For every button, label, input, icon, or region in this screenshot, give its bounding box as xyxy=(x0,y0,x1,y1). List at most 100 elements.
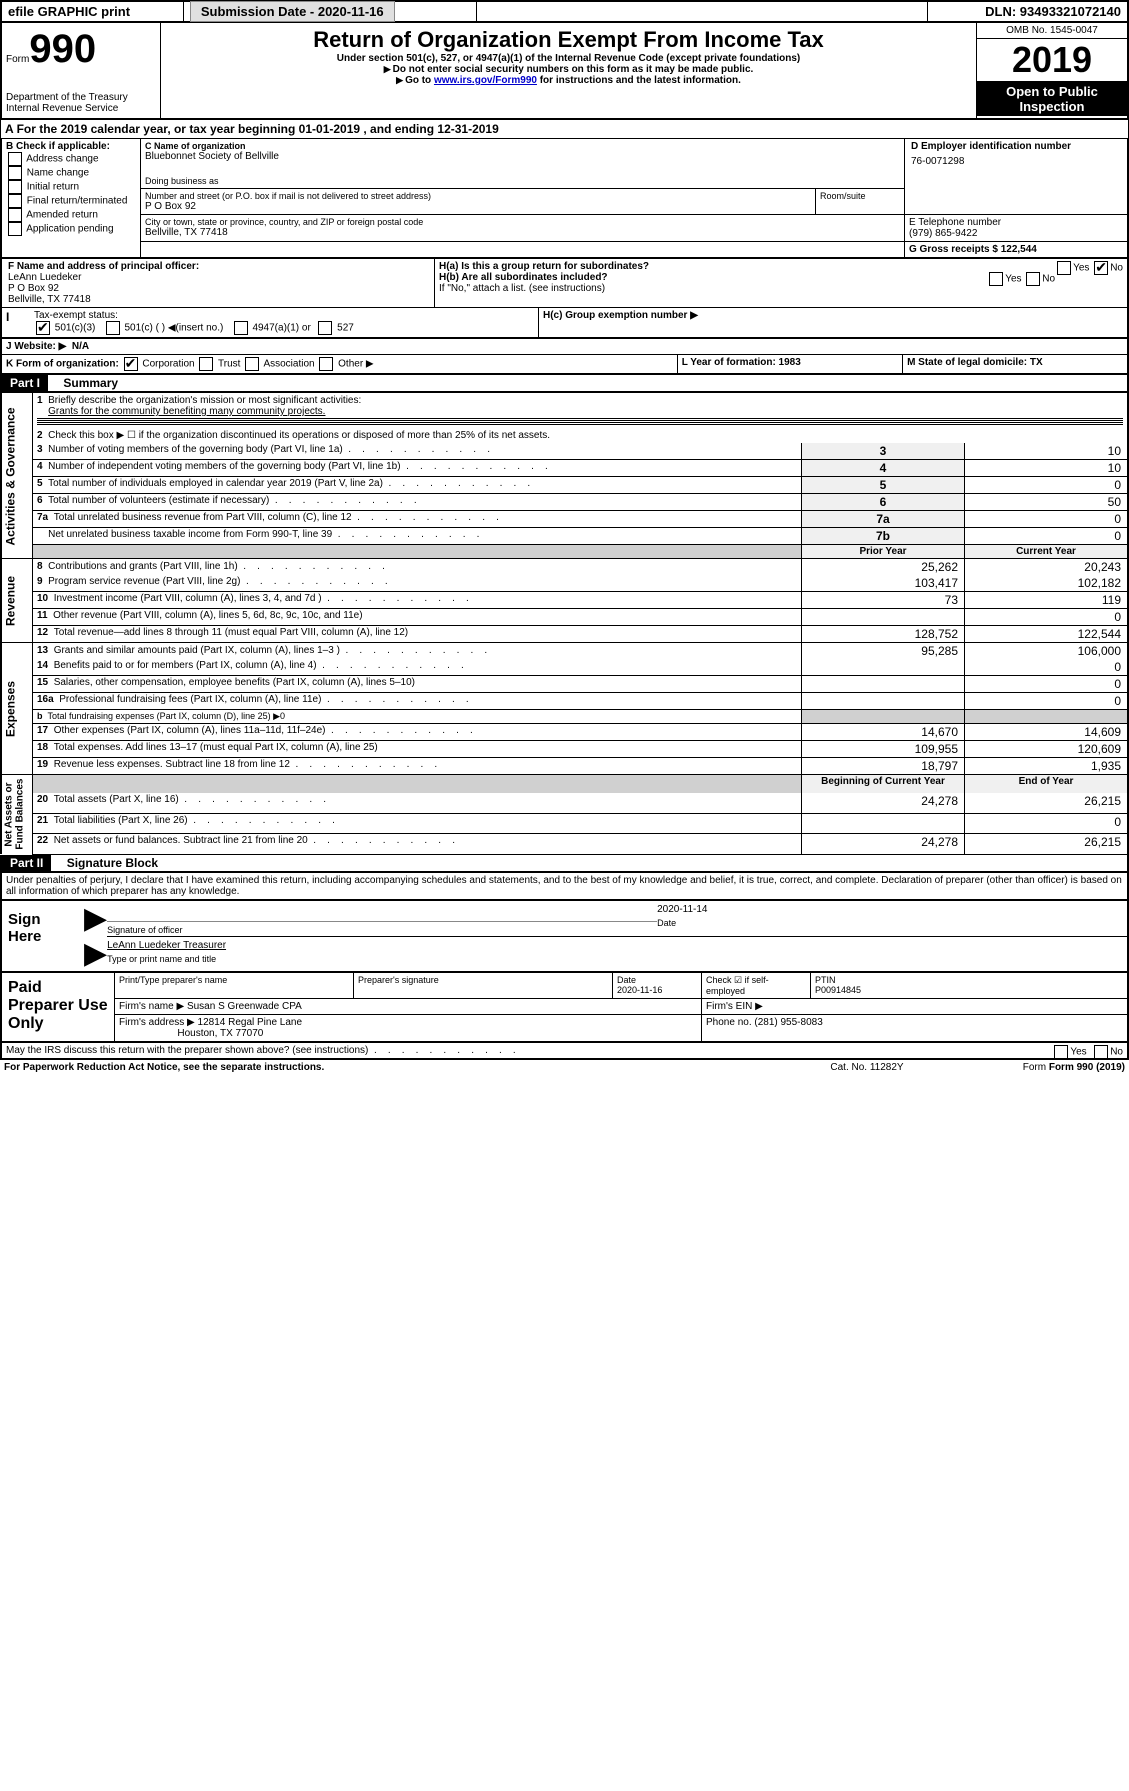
name-change-checkbox[interactable] xyxy=(8,166,22,180)
trust-checkbox[interactable] xyxy=(199,357,213,371)
q1-answer: Grants for the community benefiting many… xyxy=(48,406,325,417)
row3-text: Number of voting members of the governin… xyxy=(48,444,490,455)
r13: Grants and similar amounts paid (Part IX… xyxy=(54,645,488,656)
r12: Total revenue—add lines 8 through 11 (mu… xyxy=(54,627,408,638)
prep-date: 2020-11-16 xyxy=(617,985,662,995)
line-a: A For the 2019 calendar year, or tax yea… xyxy=(0,120,1129,139)
room-label: Room/suite xyxy=(816,189,905,215)
prep-sig-label: Preparer's signature xyxy=(354,973,613,999)
r9: Program service revenue (Part VIII, line… xyxy=(48,576,388,587)
row4-val: 10 xyxy=(965,460,1129,477)
row7b-text: Net unrelated business taxable income fr… xyxy=(48,529,479,540)
addr-change-checkbox[interactable] xyxy=(8,152,22,166)
self-emp-check: Check ☑ if self-employed xyxy=(702,973,811,999)
row4-text: Number of independent voting members of … xyxy=(48,461,548,472)
side-expenses: Expenses xyxy=(1,643,33,775)
hb-no-checkbox[interactable] xyxy=(1026,272,1040,286)
form-number: 990 xyxy=(29,27,96,71)
box-d-label: D Employer identification number xyxy=(911,141,1121,152)
prep-name-label: Print/Type preparer's name xyxy=(115,973,354,999)
part2-head: Part II xyxy=(2,855,51,871)
box-c-label: C Name of organization xyxy=(145,141,900,151)
527-checkbox[interactable] xyxy=(318,321,332,335)
r20: Total assets (Part X, line 16) xyxy=(54,794,326,805)
r14: Benefits paid to or for members (Part IX… xyxy=(54,660,464,671)
501c3-checkbox[interactable] xyxy=(36,321,50,335)
dba-label: Doing business as xyxy=(145,176,900,186)
q1-label: Briefly describe the organization's miss… xyxy=(48,395,361,406)
header-boxes-2: F Name and address of principal officer:… xyxy=(0,257,1129,308)
ha-yes-checkbox[interactable] xyxy=(1057,261,1071,275)
hb-note: If "No," attach a list. (see instruction… xyxy=(439,283,605,294)
part1-head: Part I xyxy=(2,375,48,391)
footer-form: Form 990 (2019) xyxy=(1049,1062,1125,1073)
501c-checkbox[interactable] xyxy=(106,321,120,335)
line-a-text: For the 2019 calendar year, or tax year … xyxy=(17,122,499,136)
sign-block: Sign Here ▶ Signature of officer 2020-11… xyxy=(0,899,1129,974)
final-return-checkbox[interactable] xyxy=(8,194,22,208)
form-subtitle: Under section 501(c), 527, or 4947(a)(1)… xyxy=(171,53,966,64)
other-checkbox[interactable] xyxy=(319,357,333,371)
header-boxes-4: K Form of organization: Corporation Trus… xyxy=(0,355,1129,375)
dept-label: Department of the Treasury Internal Reve… xyxy=(6,92,156,114)
form-title: Return of Organization Exempt From Incom… xyxy=(171,27,966,53)
officer-addr: P O Box 92 xyxy=(8,283,428,294)
r17: Other expenses (Part IX, column (A), lin… xyxy=(54,725,473,736)
prep-date-label: Date xyxy=(617,975,636,985)
org-name: Bluebonnet Society of Bellville xyxy=(145,151,900,162)
box-g: G Gross receipts $ 122,544 xyxy=(905,242,1129,258)
box-b: B Check if applicable: Address change Na… xyxy=(1,139,141,257)
hb-yes-checkbox[interactable] xyxy=(989,272,1003,286)
amended-checkbox[interactable] xyxy=(8,208,22,222)
box-f-label: F Name and address of principal officer: xyxy=(8,261,428,272)
hdr-end: End of Year xyxy=(965,775,1129,794)
phone-value: (979) 865-9422 xyxy=(909,228,1123,239)
cat-no: Cat. No. 11282Y xyxy=(763,1060,971,1075)
omb-label: OMB No. 1545-0047 xyxy=(977,23,1127,39)
website-value: N/A xyxy=(72,341,89,352)
row3-val: 10 xyxy=(965,443,1129,460)
officer-name: LeAnn Luedeker xyxy=(8,272,428,283)
pra-notice: For Paperwork Reduction Act Notice, see … xyxy=(0,1060,763,1075)
discuss-no-checkbox[interactable] xyxy=(1094,1045,1108,1059)
side-revenue: Revenue xyxy=(1,559,33,643)
paid-prep-label: Paid Preparer Use Only xyxy=(1,973,115,1042)
initial-return-checkbox[interactable] xyxy=(8,180,22,194)
part1-table: Activities & Governance 1 Briefly descri… xyxy=(0,393,1129,855)
row7a-val: 0 xyxy=(965,511,1129,528)
side-governance: Activities & Governance xyxy=(1,393,33,559)
hc-label: H(c) Group exemption number ▶ xyxy=(539,308,1129,338)
firm-city: Houston, TX 77070 xyxy=(177,1028,263,1039)
box-k-label: K Form of organization: xyxy=(6,359,119,370)
officer-city: Bellville, TX 77418 xyxy=(8,294,428,305)
addr-value: P O Box 92 xyxy=(145,201,811,212)
ha-label: H(a) Is this a group return for subordin… xyxy=(439,261,649,272)
app-pending-checkbox[interactable] xyxy=(8,222,22,236)
dln-label: DLN: 93493321072140 xyxy=(927,1,1128,22)
submission-date-button[interactable]: Submission Date - 2020-11-16 xyxy=(190,1,395,22)
declaration: Under penalties of perjury, I declare th… xyxy=(0,873,1129,899)
ptin-value: P00914845 xyxy=(815,985,861,995)
box-l: L Year of formation: 1983 xyxy=(677,355,902,374)
paid-preparer: Paid Preparer Use Only Print/Type prepar… xyxy=(0,973,1129,1043)
type-name-label: Type or print name and title xyxy=(107,954,216,964)
sig-date: 2020-11-14 xyxy=(657,904,707,915)
r18: Total expenses. Add lines 13–17 (must eq… xyxy=(54,742,378,753)
irs-link[interactable]: www.irs.gov/Form990 xyxy=(434,75,537,86)
4947-checkbox[interactable] xyxy=(234,321,248,335)
header-boxes-3: I Tax-exempt status: 501(c)(3) 501(c) ( … xyxy=(0,308,1129,338)
ha-no-checkbox[interactable] xyxy=(1094,261,1108,275)
hdr-beg: Beginning of Current Year xyxy=(802,775,965,794)
open-public: Open to Public Inspection xyxy=(977,82,1127,116)
top-bar: efile GRAPHIC print Submission Date - 20… xyxy=(0,0,1129,23)
assoc-checkbox[interactable] xyxy=(245,357,259,371)
footer: For Paperwork Reduction Act Notice, see … xyxy=(0,1060,1129,1075)
privacy-note: Do not enter social security numbers on … xyxy=(171,64,966,75)
hdr-prior: Prior Year xyxy=(802,545,965,559)
row7a-text: Total unrelated business revenue from Pa… xyxy=(54,512,499,523)
form-word: Form xyxy=(6,54,29,65)
discuss-yes-checkbox[interactable] xyxy=(1054,1045,1068,1059)
city-label: City or town, state or province, country… xyxy=(145,217,900,227)
r10: Investment income (Part VIII, column (A)… xyxy=(54,593,469,604)
corp-checkbox[interactable] xyxy=(124,357,138,371)
